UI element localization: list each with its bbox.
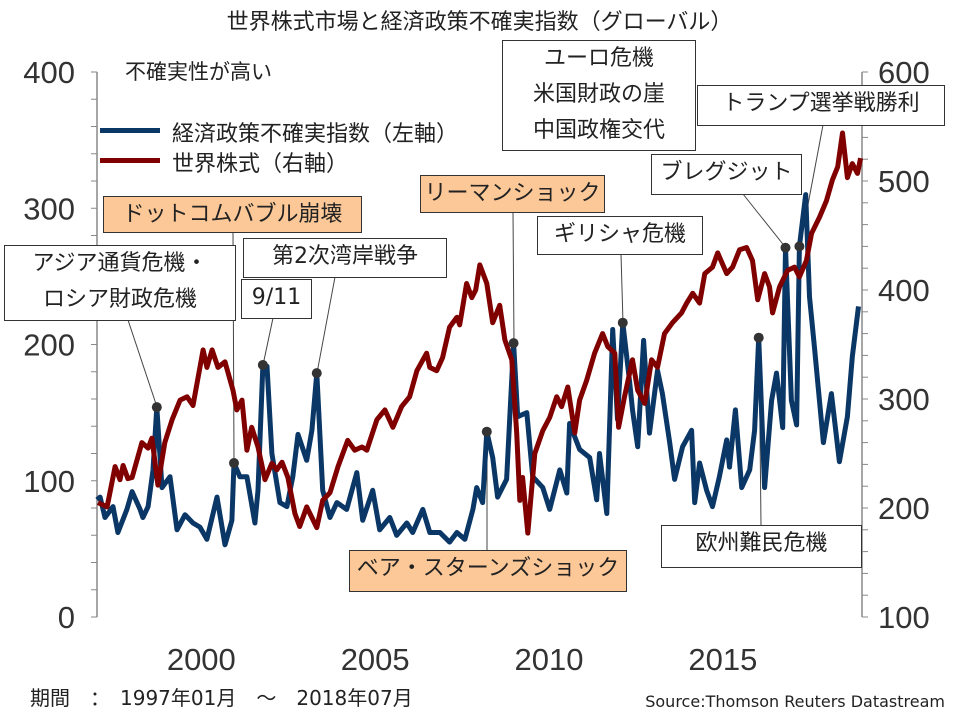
leader-line-911 — [262, 317, 274, 366]
legend-swatch-epu — [100, 128, 160, 133]
series-lines — [95, 130, 864, 548]
right-tick-label: 200 — [878, 491, 930, 526]
series-line-epu — [95, 192, 861, 548]
x-tick-label: 2015 — [688, 642, 757, 677]
annotation-greek-crisis: ギリシャ危機 — [537, 216, 703, 255]
x-tick-label: 2010 — [515, 642, 584, 677]
annotation-trump-election: トランプ選挙戦勝利 — [697, 85, 945, 126]
left-tick-label: 0 — [58, 600, 75, 635]
leader-line-asia — [127, 319, 158, 408]
annotation-text: リーマンショック — [424, 181, 601, 206]
annotation-brexit: ブレグジット — [651, 154, 802, 195]
annotation-text: 米国財政の崖 — [532, 82, 665, 107]
annotation-dot — [229, 458, 240, 469]
legend-swatch-stocks — [100, 158, 160, 163]
annotation-bear-stearns: ベア・スターンズショック — [349, 550, 627, 592]
annotation-text: 第2次湾岸戦争 — [272, 244, 418, 269]
period-label: 期間 ： 1997年01月 ～ 2018年07月 — [30, 686, 413, 710]
leader-line-brexit — [742, 193, 787, 249]
ticks: 400 300 200 100 0 600 500 400 300 200 100 2000 2005 2… — [23, 55, 929, 677]
annotation-iraq-war: 第2次湾岸戦争 — [243, 238, 447, 278]
leader-line-iraq — [316, 276, 336, 374]
leader-line-lehman — [512, 211, 515, 344]
annotation-dot — [508, 338, 519, 349]
right-tick-label: 400 — [878, 273, 930, 308]
annotation-text: ブレグジット — [660, 160, 793, 185]
annotation-dot — [257, 359, 268, 370]
annotation-dotcom-bubble: ドットコムバブル崩壊 — [103, 196, 362, 233]
annotation-dot — [780, 242, 791, 253]
annotation-euro-crisis: ユーロ危機 米国財政の崖 中国政権交代 — [502, 40, 696, 151]
left-tick-label: 400 — [23, 55, 75, 90]
right-tick-label: 600 — [878, 55, 930, 90]
annotation-911: 9/11 — [241, 279, 312, 319]
annotation-text: トランプ選挙戦勝利 — [722, 91, 920, 116]
annotation-dot — [151, 402, 162, 413]
annotation-text: ロシア財政危機 — [42, 287, 197, 312]
annotation-dot — [794, 241, 805, 252]
annotation-text: ドットコムバブル崩壊 — [122, 202, 343, 227]
left-tick-label: 300 — [23, 191, 75, 226]
annotation-text: ユーロ危機 — [543, 46, 654, 71]
annotation-dots — [151, 241, 805, 469]
annotation-text: ベア・スターンズショック — [356, 556, 620, 581]
annotation-text: ギリシャ危機 — [553, 222, 686, 247]
annotation-dot — [753, 332, 764, 343]
chart-title: 世界株式市場と経済政策不確実指数（グローバル） — [226, 10, 733, 35]
legend-label-epu: 経済政策不確実指数（左軸） — [172, 122, 459, 147]
annotation-text: アジア通貨危機・ — [32, 251, 208, 276]
uncertainty-high-note: 不確実性が高い — [125, 60, 272, 84]
annotation-refugee-crisis: 欧州難民危機 — [661, 525, 862, 568]
x-tick-label: 2005 — [341, 642, 410, 677]
annotation-dot — [617, 317, 628, 328]
series-line-world-stocks — [96, 130, 864, 536]
legend-label-stocks: 世界株式（右軸） — [172, 152, 349, 177]
annotation-dot — [311, 368, 322, 379]
left-tick-label: 100 — [23, 464, 75, 499]
annotation-text: 中国政権交代 — [532, 118, 665, 143]
right-tick-label: 500 — [878, 164, 930, 199]
right-tick-label: 300 — [878, 382, 930, 417]
source-label: Source:Thomson Reuters Datastream — [645, 692, 945, 711]
x-tick-label: 2000 — [167, 642, 236, 677]
annotation-lehman-shock: リーマンショック — [420, 175, 605, 213]
annotation-text: 欧州難民危機 — [695, 531, 828, 556]
left-tick-label: 200 — [23, 328, 75, 363]
annotation-asia-russia-crisis: アジア通貨危機・ ロシア財政危機 — [4, 245, 236, 321]
right-tick-label: 100 — [878, 600, 930, 635]
leader-line-greece — [620, 253, 624, 324]
annotation-dot — [481, 426, 492, 437]
annotation-text: 9/11 — [251, 285, 302, 310]
